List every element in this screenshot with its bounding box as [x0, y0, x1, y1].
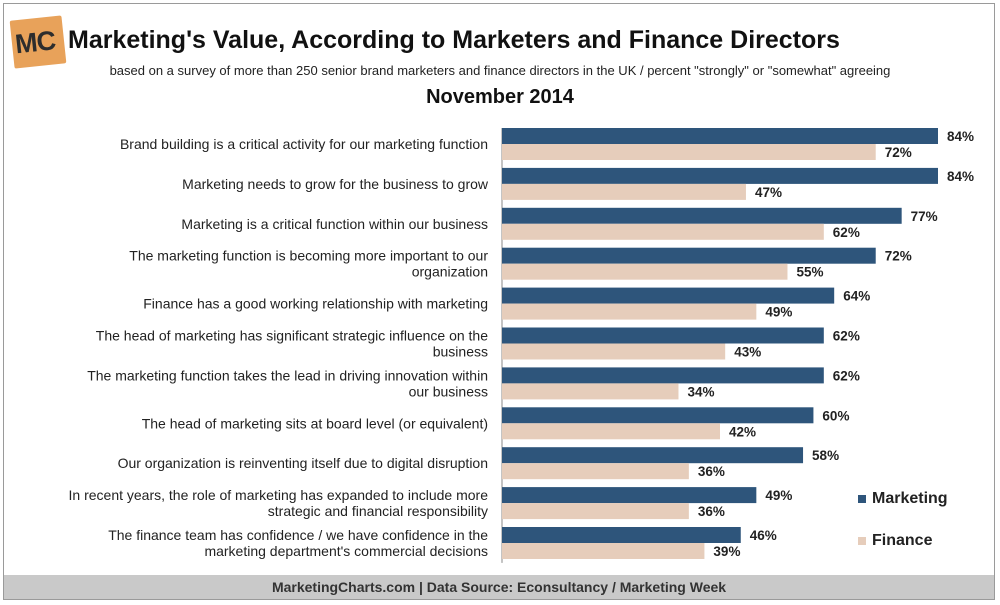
- data-label-finance-4: 55%: [796, 265, 823, 280]
- data-label-marketing-4: 72%: [885, 249, 912, 264]
- data-label-finance-7: 34%: [687, 384, 714, 399]
- legend-item-marketing: Marketing: [858, 488, 948, 510]
- category-label-1: Brand building is a critical activity fo…: [120, 136, 488, 152]
- bar-marketing-9: [502, 447, 804, 464]
- data-label-finance-11: 39%: [713, 544, 740, 559]
- data-label-finance-2: 47%: [755, 185, 782, 200]
- category-label-5: Finance has a good working relationship …: [143, 296, 488, 312]
- data-label-marketing-8: 60%: [822, 408, 849, 423]
- data-label-finance-9: 36%: [698, 464, 725, 479]
- bar-finance-11: [502, 543, 705, 559]
- category-label-11-line-2: marketing department's commercial decisi…: [204, 543, 488, 559]
- category-label-8: The head of marketing sits at board leve…: [142, 415, 488, 431]
- bar-finance-4: [502, 263, 788, 280]
- legend-label-finance: Finance: [872, 532, 933, 549]
- category-label-4-line-1: The marketing function is becoming more …: [129, 248, 488, 264]
- data-label-finance-5: 49%: [765, 305, 792, 320]
- bar-marketing-11: [502, 527, 741, 543]
- bar-finance-2: [502, 183, 746, 200]
- category-label-6-line-2: business: [433, 344, 488, 360]
- data-label-finance-10: 36%: [698, 504, 725, 519]
- data-label-marketing-9: 58%: [812, 448, 839, 463]
- footer-source: MarketingCharts.com | Data Source: Econs…: [4, 575, 994, 599]
- data-label-marketing-6: 62%: [833, 329, 860, 344]
- chart-subtitle: based on a survey of more than 250 senio…: [109, 63, 891, 78]
- bar-finance-5: [502, 303, 757, 320]
- bar-finance-8: [502, 423, 720, 440]
- chart-title: Marketing's Value, According to Marketer…: [68, 26, 840, 54]
- data-label-marketing-2: 84%: [947, 169, 974, 184]
- legend-swatch-finance: [858, 537, 866, 545]
- bar-marketing-1: [502, 128, 938, 144]
- category-label-7-line-2: our business: [409, 383, 488, 399]
- legend-label-marketing: Marketing: [872, 490, 948, 507]
- category-label-4-line-2: organization: [412, 264, 488, 280]
- data-label-marketing-7: 62%: [833, 368, 860, 383]
- bar-finance-1: [502, 144, 876, 160]
- data-label-marketing-10: 49%: [765, 488, 792, 503]
- category-label-10-line-1: In recent years, the role of marketing h…: [69, 487, 489, 503]
- bar-marketing-10: [502, 487, 757, 504]
- data-label-marketing-11: 46%: [750, 528, 777, 543]
- bar-finance-6: [502, 343, 726, 360]
- category-label-11-line-1: The finance team has confidence / we hav…: [108, 527, 488, 543]
- data-label-marketing-1: 84%: [947, 129, 974, 144]
- bar-finance-10: [502, 503, 689, 520]
- legend-swatch-marketing: [858, 495, 866, 503]
- bar-marketing-5: [502, 287, 835, 304]
- legend-item-finance: Finance: [858, 530, 948, 552]
- bar-finance-7: [502, 383, 679, 400]
- bar-marketing-7: [502, 367, 824, 384]
- category-label-2: Marketing needs to grow for the business…: [182, 176, 489, 192]
- bar-finance-9: [502, 463, 689, 480]
- data-label-finance-6: 43%: [734, 345, 761, 360]
- category-label-9: Our organization is reinventing itself d…: [118, 455, 488, 471]
- chart-period: November 2014: [426, 86, 574, 108]
- legend: Marketing Finance: [858, 488, 948, 572]
- chart-frame: [3, 3, 995, 600]
- data-label-finance-3: 62%: [833, 225, 860, 240]
- bar-marketing-4: [502, 247, 876, 264]
- data-label-finance-8: 42%: [729, 424, 756, 439]
- bar-marketing-3: [502, 207, 902, 224]
- bar-marketing-8: [502, 407, 814, 424]
- bar-marketing-6: [502, 327, 824, 344]
- category-label-7-line-1: The marketing function takes the lead in…: [87, 367, 488, 383]
- data-label-finance-1: 72%: [885, 145, 912, 160]
- category-label-10-line-2: strategic and financial responsibility: [268, 503, 488, 519]
- bar-marketing-2: [502, 167, 938, 184]
- data-label-marketing-3: 77%: [911, 209, 938, 224]
- category-label-6-line-1: The head of marketing has significant st…: [96, 328, 488, 344]
- category-label-3: Marketing is a critical function within …: [181, 216, 488, 232]
- bar-finance-3: [502, 223, 824, 240]
- data-label-marketing-5: 64%: [843, 289, 870, 304]
